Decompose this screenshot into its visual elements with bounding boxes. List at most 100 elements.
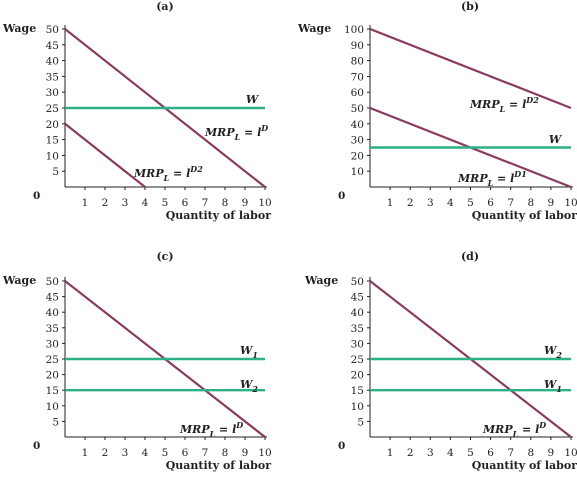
x-tick-label: 4: [447, 197, 454, 209]
origin-label: 0: [33, 190, 40, 202]
y-tick-label: 5: [357, 416, 364, 428]
panel-title: (c): [156, 250, 173, 263]
y-tick-label: 20: [351, 370, 364, 382]
y-axis-title: Wage: [297, 22, 331, 35]
y-tick-label: 5: [52, 416, 59, 428]
x-tick-label: 8: [527, 197, 534, 209]
demand-curve-label: MRPL = lD2: [469, 95, 539, 114]
x-tick-label: 6: [487, 447, 494, 459]
x-tick-label: 5: [162, 447, 169, 459]
y-tick-label: 45: [46, 292, 59, 304]
y-tick-label: 70: [351, 71, 364, 83]
x-tick-label: 3: [122, 197, 129, 209]
wage-line-label: W2: [240, 378, 258, 394]
x-tick-label: 10: [258, 197, 271, 209]
y-tick-label: 10: [46, 150, 59, 162]
y-tick-label: 60: [351, 87, 364, 99]
y-axis-title: Wage: [2, 22, 36, 35]
panel-title: (b): [461, 0, 479, 13]
x-tick-label: 2: [102, 197, 109, 209]
y-tick-label: 35: [351, 323, 364, 335]
panel-title: (a): [156, 0, 174, 13]
x-tick-label: 3: [427, 447, 434, 459]
wage-line-label: W2: [544, 344, 562, 360]
x-tick-label: 4: [142, 447, 149, 459]
demand-curve-label: MRPL = lD2: [133, 164, 203, 183]
y-tick-label: 90: [351, 40, 364, 52]
y-tick-label: 15: [46, 135, 59, 147]
x-tick-label: 2: [407, 197, 414, 209]
demand-curve: [64, 122, 146, 188]
x-tick-label: 5: [467, 447, 474, 459]
y-tick-label: 40: [351, 307, 364, 319]
panel-title: (d): [461, 250, 479, 263]
y-axis-title: Wage: [2, 274, 36, 287]
x-tick-label: 8: [222, 447, 229, 459]
x-axis-title: Quantity of labor: [472, 209, 577, 222]
x-tick-label: 2: [407, 447, 414, 459]
y-tick-label: 30: [351, 338, 364, 350]
y-tick-label: 30: [46, 87, 59, 99]
wage-line-label: W1: [544, 378, 562, 394]
y-tick-label: 15: [351, 385, 364, 397]
x-tick-label: 3: [122, 447, 129, 459]
y-tick-label: 50: [46, 276, 59, 288]
y-tick-label: 100: [344, 24, 364, 36]
demand-curve: [369, 27, 572, 110]
demand-curve-label: MRPL = lD: [204, 123, 268, 142]
y-tick-label: 50: [351, 276, 364, 288]
y-tick-label: 10: [351, 166, 364, 178]
y-tick-label: 80: [351, 56, 364, 68]
x-tick-label: 9: [548, 197, 555, 209]
x-tick-label: 4: [447, 447, 454, 459]
x-tick-label: 7: [507, 447, 514, 459]
y-tick-label: 40: [46, 307, 59, 319]
y-tick-label: 50: [46, 24, 59, 36]
y-tick-label: 15: [46, 385, 59, 397]
x-tick-label: 6: [182, 197, 189, 209]
x-tick-label: 1: [387, 197, 394, 209]
demand-curve-label: MRPL = lD: [482, 420, 546, 439]
y-tick-label: 10: [351, 401, 364, 413]
x-tick-label: 10: [258, 447, 271, 459]
origin-label: 0: [338, 190, 345, 202]
x-tick-label: 10: [564, 197, 577, 209]
x-tick-label: 10: [564, 447, 577, 459]
y-tick-label: 35: [46, 71, 59, 83]
x-tick-label: 6: [182, 447, 189, 459]
demand-curve-label: MRPL = lD: [179, 420, 243, 439]
y-tick-label: 20: [46, 119, 59, 131]
x-tick-label: 2: [102, 447, 109, 459]
wage-line-label: W: [246, 93, 260, 106]
wage-line-label: W1: [240, 344, 258, 360]
y-tick-label: 5: [52, 166, 59, 178]
y-tick-label: 20: [351, 150, 364, 162]
y-axis-title: Wage: [304, 274, 338, 287]
y-tick-label: 25: [46, 103, 59, 115]
demand-curve-label: MRPL = lD1: [457, 169, 527, 188]
x-tick-label: 5: [162, 197, 169, 209]
x-tick-label: 6: [487, 197, 494, 209]
x-tick-label: 8: [527, 447, 534, 459]
origin-label: 0: [33, 440, 40, 452]
x-tick-label: 9: [242, 447, 249, 459]
y-tick-label: 30: [351, 135, 364, 147]
x-tick-label: 7: [507, 197, 514, 209]
y-tick-label: 45: [351, 292, 364, 304]
x-axis-title: Quantity of labor: [166, 209, 271, 222]
y-tick-label: 40: [351, 119, 364, 131]
y-tick-label: 20: [46, 370, 59, 382]
y-tick-label: 25: [351, 354, 364, 366]
x-tick-label: 9: [242, 197, 249, 209]
x-axis-title: Quantity of labor: [166, 459, 271, 472]
y-tick-label: 35: [46, 323, 59, 335]
y-tick-label: 30: [46, 338, 59, 350]
x-tick-label: 7: [202, 197, 209, 209]
y-tick-label: 40: [46, 56, 59, 68]
x-tick-label: 1: [82, 447, 89, 459]
